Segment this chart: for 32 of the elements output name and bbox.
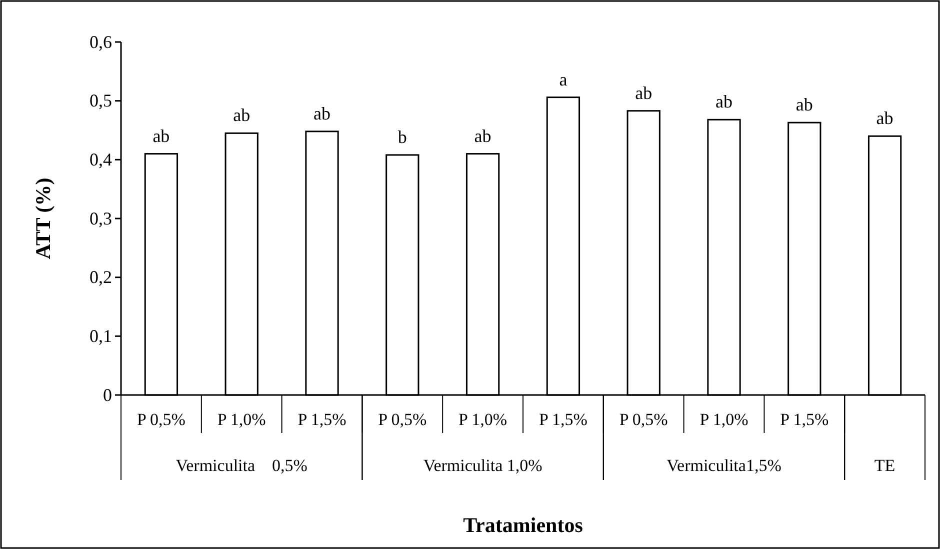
text: Vermiculita 1,0% <box>423 456 542 475</box>
y-tick-label: 0,1 <box>90 326 112 346</box>
text: Vermiculita 0,5% <box>176 456 308 475</box>
y-tick-label: 0,3 <box>90 208 112 228</box>
x-tick-label: P 1,0% <box>458 410 508 429</box>
x-tick-label: P 0,5% <box>619 410 668 429</box>
x-tick-label: P 0,5% <box>378 410 427 429</box>
x-tick-label: P 1,5% <box>780 410 829 429</box>
data-label: ab <box>716 92 732 112</box>
y-tick-label: 0 <box>103 384 112 405</box>
data-label: a <box>559 69 568 90</box>
data-label: b <box>398 126 407 147</box>
data-label: ab <box>233 105 250 126</box>
x-axis-title: Tratamientos <box>463 513 583 537</box>
data-label: ab <box>474 126 492 146</box>
x-tick-label: P 1,5% <box>298 410 346 429</box>
y-tick-label: 0,6 <box>90 32 112 52</box>
text: TE <box>874 456 896 475</box>
y-tick-label: 0,2 <box>90 267 112 288</box>
x-tick-label: P 1,5% <box>538 410 588 429</box>
x-tick-label: P 0,5% <box>136 410 186 429</box>
data-label: ab <box>796 94 813 115</box>
y-axis-title: ATT (%) <box>31 178 55 260</box>
text: Vermiculita1,5% <box>666 456 782 475</box>
data-label: ab <box>876 108 894 128</box>
data-label: ab <box>635 82 652 103</box>
data-label: ab <box>152 126 170 146</box>
y-tick-label: 0,4 <box>90 149 112 170</box>
x-tick-label: P 1,0% <box>700 410 748 429</box>
x-tick-label: P 1,0% <box>217 410 266 429</box>
data-label: ab <box>314 103 330 124</box>
y-tick-label: 0,5 <box>90 90 112 111</box>
